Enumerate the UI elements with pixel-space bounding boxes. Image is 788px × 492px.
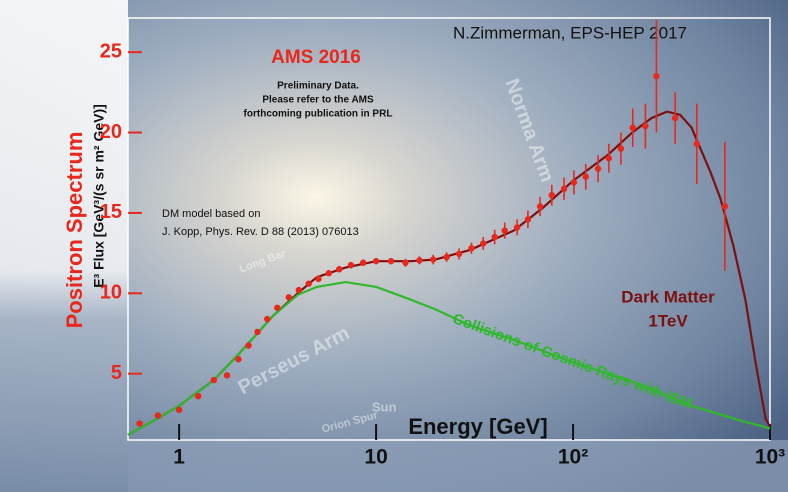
data-point xyxy=(672,115,678,121)
data-point xyxy=(274,305,280,311)
model-note: DM model based on xyxy=(162,208,260,220)
data-point xyxy=(502,227,508,233)
curve-label: 1TeV xyxy=(648,311,688,330)
data-point xyxy=(618,145,624,151)
data-point xyxy=(480,240,486,246)
x-tick-label: 10³ xyxy=(755,446,785,469)
data-point xyxy=(630,125,636,131)
data-point xyxy=(549,192,555,198)
data-point xyxy=(430,256,436,262)
data-point xyxy=(443,254,449,260)
data-point xyxy=(326,270,332,276)
data-point xyxy=(176,407,182,413)
data-point xyxy=(491,234,497,240)
data-point xyxy=(571,179,577,185)
data-point xyxy=(525,216,531,222)
data-point xyxy=(306,280,312,286)
data-point xyxy=(245,342,251,348)
background-label: Sun xyxy=(372,399,397,414)
data-point xyxy=(235,356,241,362)
data-point xyxy=(336,266,342,272)
data-point xyxy=(561,186,567,192)
subtitle: Please refer to the AMS xyxy=(262,95,374,106)
x-axis-label: Energy [GeV] xyxy=(408,414,547,439)
y-tick-label: 15 xyxy=(100,201,122,223)
x-tick-label: 1 xyxy=(173,446,185,469)
data-point xyxy=(224,372,230,378)
data-point xyxy=(155,412,161,418)
data-point xyxy=(136,420,142,426)
data-point xyxy=(694,141,700,147)
data-point xyxy=(642,123,648,129)
chart-title: AMS 2016 xyxy=(271,47,361,68)
x-axis-band xyxy=(128,440,788,492)
data-point xyxy=(254,329,260,335)
y-axis-title: Positron Spectrum xyxy=(62,132,87,329)
y-tick-label: 20 xyxy=(100,121,122,143)
data-point xyxy=(583,174,589,180)
subtitle: forthcoming publication in PRL xyxy=(244,109,393,120)
data-point xyxy=(595,166,601,172)
y-tick-label: 5 xyxy=(111,362,122,384)
x-tick-label: 10² xyxy=(558,446,588,469)
data-point xyxy=(360,260,366,266)
data-point xyxy=(264,316,270,322)
data-point xyxy=(388,258,394,264)
x-tick-label: 10 xyxy=(364,446,387,469)
y-tick-label: 10 xyxy=(100,282,122,304)
data-point xyxy=(456,251,462,257)
data-point xyxy=(537,203,543,209)
data-point xyxy=(468,245,474,251)
chart: Perseus Arm Norma Arm Long Bar Orion Spu… xyxy=(0,0,788,492)
y-tick-label: 25 xyxy=(100,40,122,62)
data-point xyxy=(606,155,612,161)
data-point xyxy=(286,294,292,300)
data-point xyxy=(315,276,321,282)
data-point xyxy=(373,258,379,264)
page: {"chart_data": { "type": "scatter", "tit… xyxy=(0,0,788,492)
model-note: J. Kopp, Phys. Rev. D 88 (2013) 076013 xyxy=(162,226,359,238)
credit: N.Zimmerman, EPS-HEP 2017 xyxy=(453,23,687,42)
data-point xyxy=(653,73,659,79)
data-point xyxy=(402,260,408,266)
data-point xyxy=(722,203,728,209)
data-point xyxy=(416,257,422,263)
data-point xyxy=(211,377,217,383)
subtitle: Preliminary Data. xyxy=(277,81,359,92)
curve-label: Dark Matter xyxy=(621,287,715,306)
data-point xyxy=(348,262,354,268)
data-point xyxy=(514,224,520,230)
data-point xyxy=(195,393,201,399)
data-point xyxy=(296,287,302,293)
